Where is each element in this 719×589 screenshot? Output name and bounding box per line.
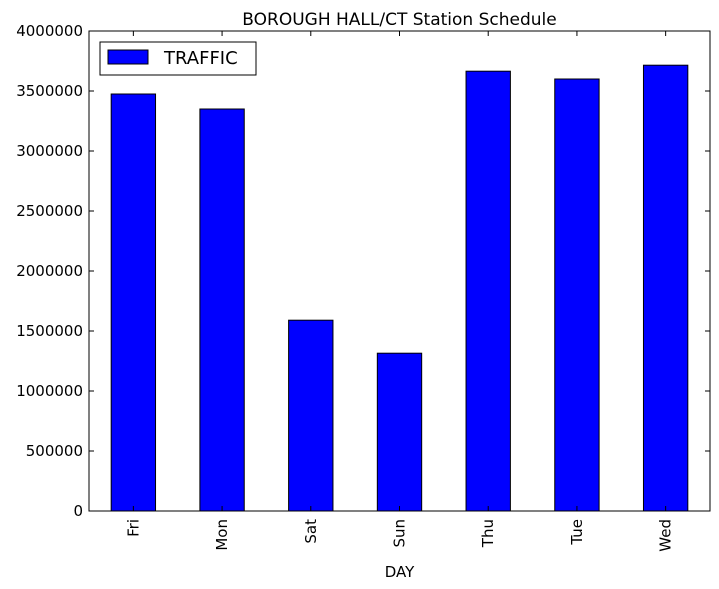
bars-group	[110, 64, 689, 512]
x-axis-label: DAY	[385, 563, 415, 581]
x-tick-label-mon: Mon	[213, 519, 231, 551]
x-tick-label-fri: Fri	[124, 519, 142, 537]
legend-swatch	[107, 49, 149, 65]
bar-thu	[465, 70, 511, 512]
y-axis-ticks: 0 500000 1000000 1500000 2000000 2500000 30000…	[16, 22, 710, 520]
legend-label: TRAFFIC	[163, 48, 238, 69]
y-tick-label-7: 3500000	[16, 82, 83, 100]
y-tick-label-1: 500000	[26, 442, 83, 460]
bar-mon	[199, 108, 245, 512]
x-tick-label-sat: Sat	[302, 519, 320, 544]
y-tick-label-5: 2500000	[16, 202, 83, 220]
x-axis-ticks: Fri Mon Sat Sun Thu Tue Wed	[124, 31, 675, 552]
legend: TRAFFIC	[99, 41, 257, 76]
plot-frame	[88, 30, 711, 512]
y-tick-label-4: 2000000	[16, 262, 83, 280]
bar-sat	[288, 319, 334, 512]
y-tick-label-8: 4000000	[16, 22, 83, 40]
bar-wed	[642, 64, 689, 512]
x-tick-label-tue: Tue	[568, 519, 586, 546]
chart-title: BOROUGH HALL/CT Station Schedule	[242, 10, 556, 30]
y-tick-label-2: 1000000	[16, 382, 83, 400]
x-tick-label-sun: Sun	[391, 519, 409, 548]
y-tick-label-0: 0	[73, 502, 83, 520]
y-tick-label-3: 1500000	[16, 322, 83, 340]
x-tick-label-thu: Thu	[479, 519, 497, 548]
y-tick-label-6: 3000000	[16, 142, 83, 160]
x-tick-label-wed: Wed	[657, 519, 675, 552]
bar-fri	[110, 93, 157, 512]
bar-tue	[554, 78, 600, 512]
bar-sun	[376, 352, 423, 512]
